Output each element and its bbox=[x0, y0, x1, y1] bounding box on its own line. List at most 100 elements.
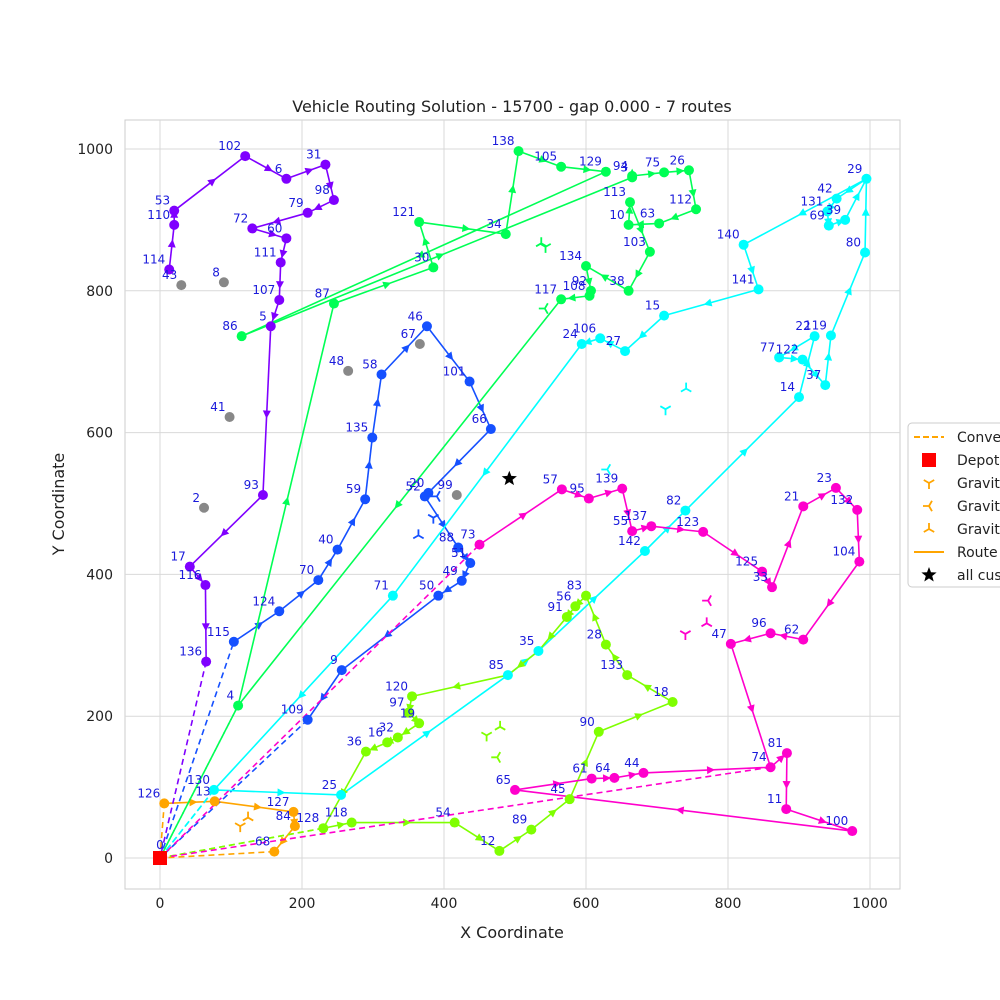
route-arrow bbox=[401, 344, 410, 354]
route-arrow bbox=[583, 165, 592, 174]
route-segment bbox=[743, 178, 867, 246]
customer-node bbox=[564, 794, 575, 805]
route-segment bbox=[340, 674, 509, 796]
customer-node bbox=[644, 246, 655, 257]
route-arrow bbox=[324, 558, 333, 567]
customer-node bbox=[224, 412, 235, 423]
route-arrow bbox=[220, 527, 230, 537]
node-label: 2 bbox=[192, 491, 200, 505]
x-axis-label: X Coordinate bbox=[460, 923, 564, 942]
customer-node bbox=[600, 166, 611, 177]
node-label: 37 bbox=[806, 368, 821, 382]
gravity-marker bbox=[701, 617, 713, 628]
legend-label: Gravit bbox=[957, 476, 1000, 492]
route-arrow bbox=[296, 590, 306, 599]
customer-node bbox=[822, 206, 833, 217]
route-arrow bbox=[584, 277, 593, 287]
node-label: 33 bbox=[753, 570, 768, 584]
node-label: 65 bbox=[496, 773, 511, 787]
node-label: 38 bbox=[609, 274, 624, 288]
customer-node bbox=[510, 784, 520, 795]
node-label: 12 bbox=[480, 834, 495, 848]
customer-node bbox=[320, 159, 331, 170]
route-segment bbox=[419, 221, 506, 235]
route-arrow bbox=[676, 525, 686, 534]
gravity-marker bbox=[427, 513, 439, 524]
gravity-marker bbox=[601, 463, 612, 476]
node-label: 48 bbox=[329, 354, 344, 368]
route-arrow bbox=[605, 341, 615, 349]
route-arrow bbox=[508, 184, 517, 194]
customer-node bbox=[274, 295, 285, 306]
node-label: 70 bbox=[299, 563, 314, 577]
route-segment bbox=[605, 644, 628, 676]
customer-node bbox=[336, 789, 347, 800]
customer-node bbox=[453, 542, 464, 553]
node-label: 24 bbox=[562, 327, 577, 341]
customer-node bbox=[281, 233, 292, 244]
customer-node bbox=[765, 628, 776, 639]
node-label: 139 bbox=[595, 472, 618, 486]
customer-nodes bbox=[153, 146, 872, 865]
customer-node bbox=[683, 165, 694, 176]
node-label: 69 bbox=[810, 209, 825, 223]
legend-label: Conve bbox=[957, 430, 1000, 446]
route-segment bbox=[498, 828, 532, 852]
customer-node bbox=[209, 796, 220, 807]
customer-node bbox=[767, 582, 778, 593]
customer-node bbox=[781, 804, 792, 815]
route-arrow bbox=[592, 612, 600, 622]
node-label: 99 bbox=[437, 478, 452, 492]
route-arrow bbox=[844, 185, 854, 194]
legend-label: all cus bbox=[957, 568, 1000, 584]
route-segment bbox=[514, 777, 592, 791]
node-label: 51 bbox=[451, 546, 466, 560]
route-arrow bbox=[401, 727, 411, 735]
customer-node bbox=[698, 526, 709, 537]
x-tick-label: 400 bbox=[431, 896, 458, 912]
customer-node bbox=[620, 346, 631, 357]
customer-node bbox=[600, 639, 611, 650]
route-arrow bbox=[547, 631, 556, 641]
x-tick-label: 800 bbox=[715, 896, 742, 912]
customer-node bbox=[659, 310, 670, 321]
route-arrow bbox=[635, 269, 643, 279]
route-arrow bbox=[474, 833, 484, 842]
route-arrow bbox=[422, 237, 431, 246]
customer-node bbox=[593, 726, 604, 737]
route-segment bbox=[830, 252, 866, 336]
customer-node bbox=[625, 197, 636, 208]
node-label: 101 bbox=[443, 365, 466, 379]
route-arrow bbox=[844, 286, 852, 296]
customer-node bbox=[680, 505, 691, 516]
node-label: 141 bbox=[732, 272, 755, 286]
route-arrow bbox=[461, 224, 471, 233]
customer-node bbox=[360, 494, 371, 505]
route-arrow bbox=[382, 281, 392, 290]
customer-node bbox=[176, 280, 187, 291]
route-segment bbox=[336, 498, 366, 550]
depot-marker bbox=[153, 851, 167, 865]
route-arrow bbox=[416, 250, 426, 258]
route-arrow bbox=[810, 369, 820, 379]
route-arrow bbox=[383, 629, 393, 638]
customer-node bbox=[667, 697, 678, 708]
customer-node bbox=[346, 817, 357, 828]
node-label: 8 bbox=[212, 265, 220, 279]
node-label: 137 bbox=[624, 509, 647, 523]
route-arrow bbox=[580, 758, 588, 768]
node-label: 88 bbox=[439, 530, 454, 544]
node-label: 22 bbox=[795, 319, 810, 333]
node-label: 123 bbox=[676, 515, 699, 529]
route-arrow bbox=[262, 410, 271, 419]
node-label: 6 bbox=[275, 162, 283, 176]
route-arrow bbox=[852, 192, 860, 202]
customer-node bbox=[387, 590, 398, 601]
node-label: 129 bbox=[579, 155, 602, 169]
node-label: 97 bbox=[389, 696, 404, 710]
node-label: 59 bbox=[346, 482, 361, 496]
node-label: 13 bbox=[195, 784, 210, 798]
legend: Conve Depot Gravit Gravit Gravit Route all cus bbox=[907, 422, 1000, 588]
